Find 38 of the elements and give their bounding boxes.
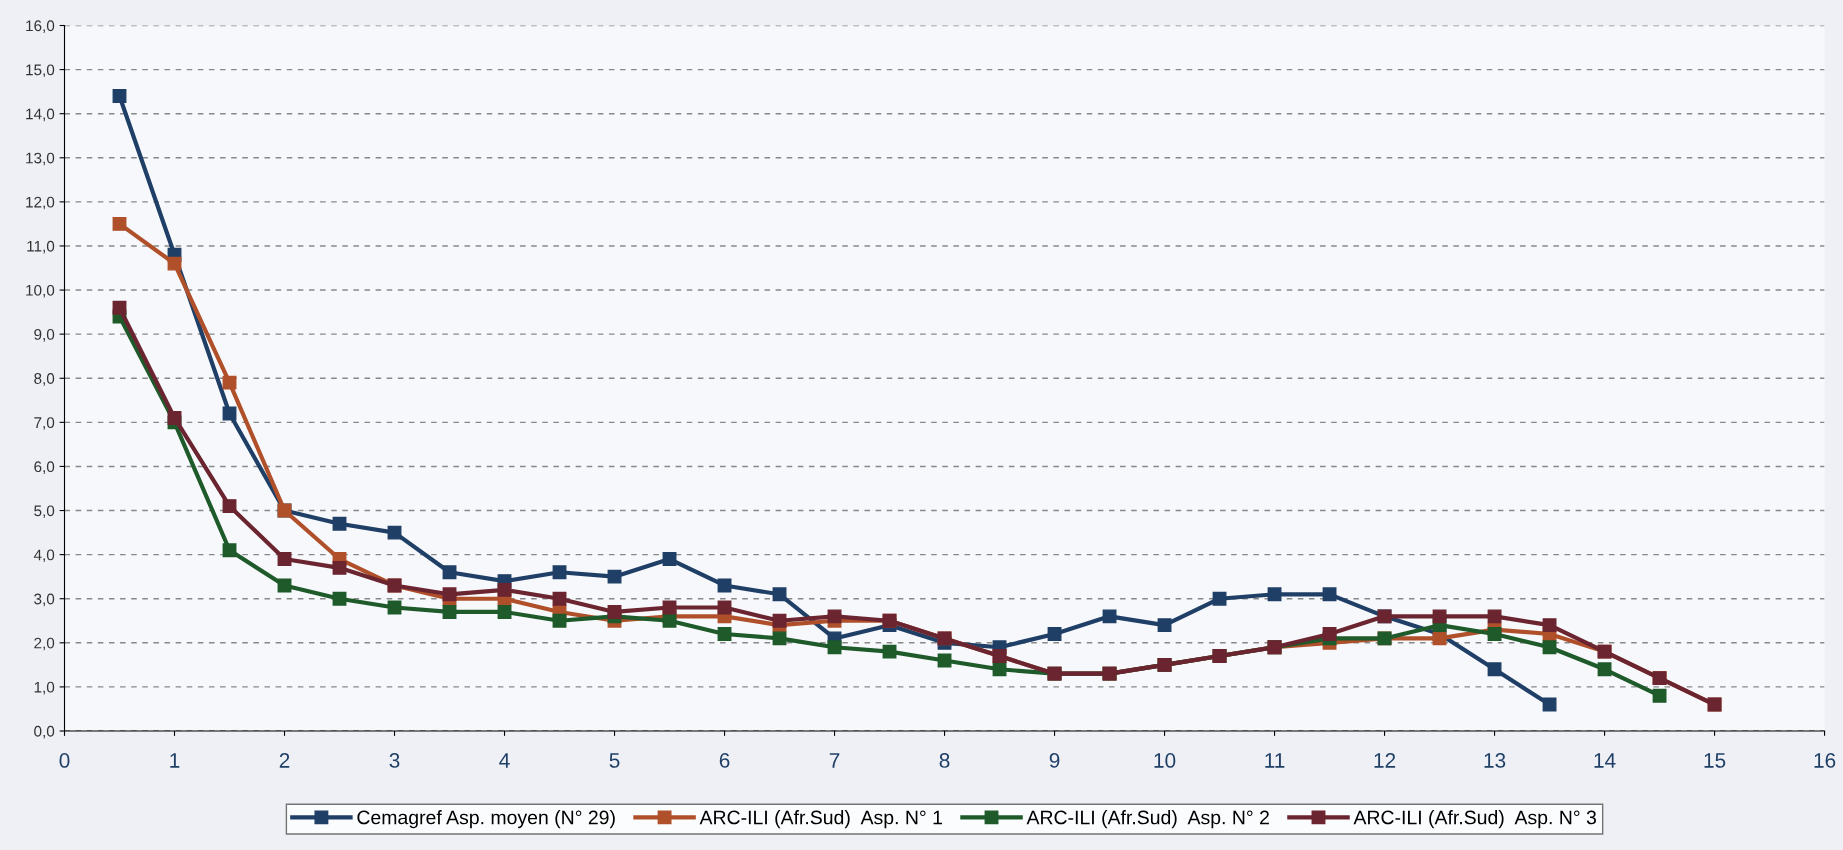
- x-tick-label: 5: [609, 753, 620, 768]
- x-tick-label: 3: [389, 753, 400, 768]
- x-tick-label: 9: [1049, 753, 1060, 768]
- x-tick-label: 12: [1374, 753, 1396, 768]
- x-tick-label: 2: [279, 753, 290, 768]
- x-tick-label: 0: [59, 753, 70, 768]
- x-tick-label: 11: [1265, 753, 1285, 768]
- x-tick-label: 10: [1154, 753, 1176, 768]
- y-tick-label: 5,0: [34, 505, 55, 519]
- x-tick-label: 13: [1484, 753, 1506, 768]
- x-tick-label: 14: [1594, 753, 1616, 768]
- legend-label: Cemagref Asp. moyen (N° 29): [357, 810, 615, 829]
- y-tick-label: 0,0: [34, 725, 55, 739]
- y-tick-label: 4,0: [33, 549, 55, 563]
- y-tick-label: 14,0: [26, 108, 55, 122]
- x-tick-label: 1: [170, 753, 180, 768]
- legend-label: ARC-ILI (Afr.Sud) Asp. N° 2: [1026, 810, 1269, 829]
- x-tick-label: 15: [1704, 753, 1726, 768]
- y-tick-label: 15,0: [26, 64, 55, 78]
- x-tick-label: 8: [939, 753, 950, 768]
- y-tick-label: 11,0: [27, 240, 55, 254]
- y-tick-label: 16,0: [26, 20, 55, 33]
- y-tick-label: 7,0: [34, 417, 55, 430]
- y-tick-label: 10,0: [26, 284, 55, 298]
- y-tick-label: 13,0: [26, 152, 55, 166]
- x-tick-label: 4: [499, 753, 510, 768]
- legend-label: ARC-ILI (Afr.Sud) Asp. N° 3: [1353, 810, 1596, 829]
- x-tick-label: 6: [719, 753, 730, 768]
- y-tick-label: 6,0: [34, 461, 55, 474]
- y-tick-label: 8,0: [34, 373, 55, 386]
- y-tick-label: 9,0: [34, 329, 55, 342]
- y-tick-label: 12,0: [26, 196, 55, 210]
- y-tick-label: 3,0: [34, 593, 55, 607]
- legend-label: ARC-ILI (Afr.Sud) Asp. N° 1: [699, 810, 942, 829]
- y-tick-label: 2,0: [34, 637, 55, 651]
- y-tick-label: 1,0: [34, 681, 55, 695]
- x-tick-label: 16: [1814, 753, 1836, 768]
- x-tick-label: 7: [829, 753, 840, 768]
